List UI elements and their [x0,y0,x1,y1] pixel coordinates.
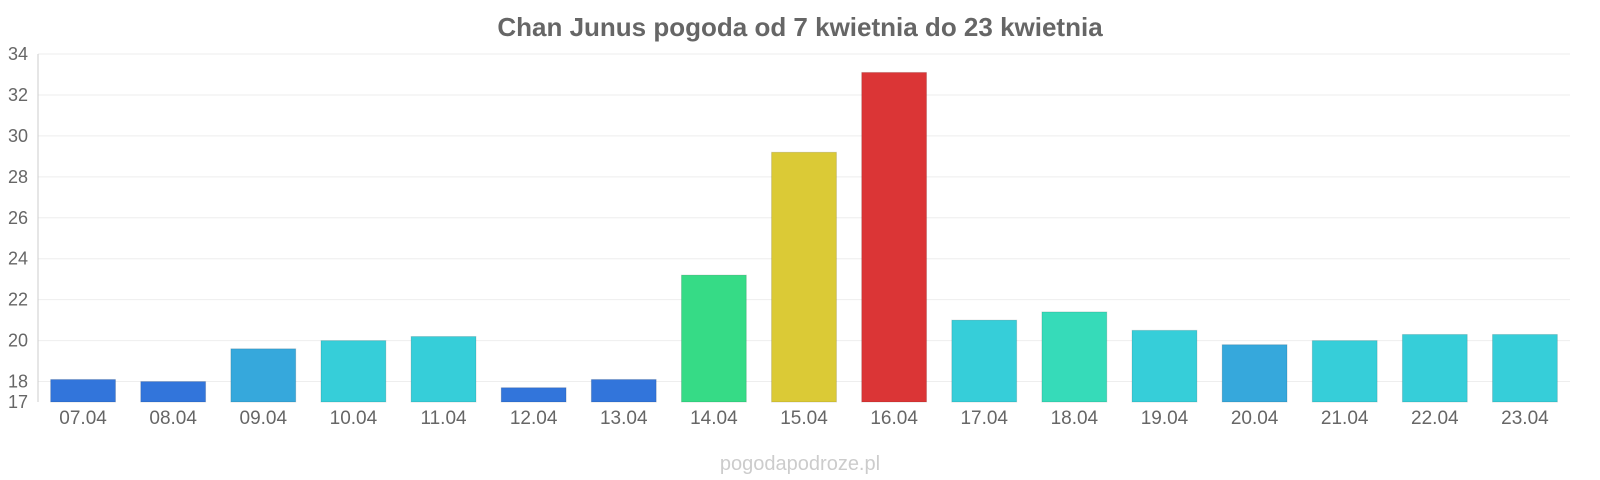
bar-13.04 [590,378,657,403]
x-tick-label: 19.04 [1141,408,1189,429]
x-axis-ticks: 07.04 08.04 09.04 10.04 11.04 12.04 13.04 14.04… [59,408,1549,429]
bar-17.04 [951,319,1018,403]
y-tick-label: 28 [8,167,28,187]
bar-22.04 [1401,333,1468,403]
x-tick-label: 18.04 [1051,408,1099,429]
x-tick-label: 07.04 [59,408,107,429]
bar-23.04 [1491,333,1558,403]
y-tick-label: 32 [8,85,28,105]
x-tick-label: 13.04 [600,408,648,429]
bar-14.04 [680,274,747,403]
y-tick-label: 26 [8,208,28,228]
x-tick-label: 11.04 [420,408,467,429]
bar-09.04 [230,348,297,403]
bar-21.04 [1311,340,1378,403]
x-tick-label: 10.04 [330,408,378,429]
bar-15.04 [771,151,837,403]
bar-11.04 [410,335,477,403]
watermark-text: pogodapodroze.pl [720,453,880,475]
bar-12.04 [500,387,567,403]
x-tick-label: 21.04 [1321,408,1369,429]
bar-19.04 [1131,329,1198,403]
bar-10.04 [320,340,387,403]
bar-18.04 [1041,311,1108,403]
x-tick-label: 17.04 [960,408,1008,429]
bar-20.04 [1221,344,1288,403]
x-tick-label: 20.04 [1231,408,1279,429]
x-tick-label: 23.04 [1501,408,1549,429]
y-tick-label: 17 [8,392,28,412]
y-tick-label: 22 [8,290,28,310]
y-tick-label: 34 [8,44,28,64]
chart-title: Chan Junus pogoda od 7 kwietnia do 23 kw… [497,12,1103,42]
bar-07.04 [50,378,117,403]
y-tick-label: 30 [8,126,28,146]
x-tick-label: 22.04 [1411,408,1459,429]
y-tick-label: 18 [8,372,28,392]
y-tick-label: 20 [8,331,28,351]
x-tick-label: 15.04 [780,408,828,429]
bar-08.04 [140,381,207,403]
x-tick-label: 14.04 [690,408,738,429]
x-tick-label: 16.04 [870,408,918,429]
x-tick-label: 09.04 [240,408,288,429]
y-tick-label: 24 [8,249,28,269]
x-tick-label: 08.04 [149,408,197,429]
x-tick-label: 12.04 [510,408,558,429]
bars [50,71,1558,403]
bar-16.04 [861,71,928,403]
